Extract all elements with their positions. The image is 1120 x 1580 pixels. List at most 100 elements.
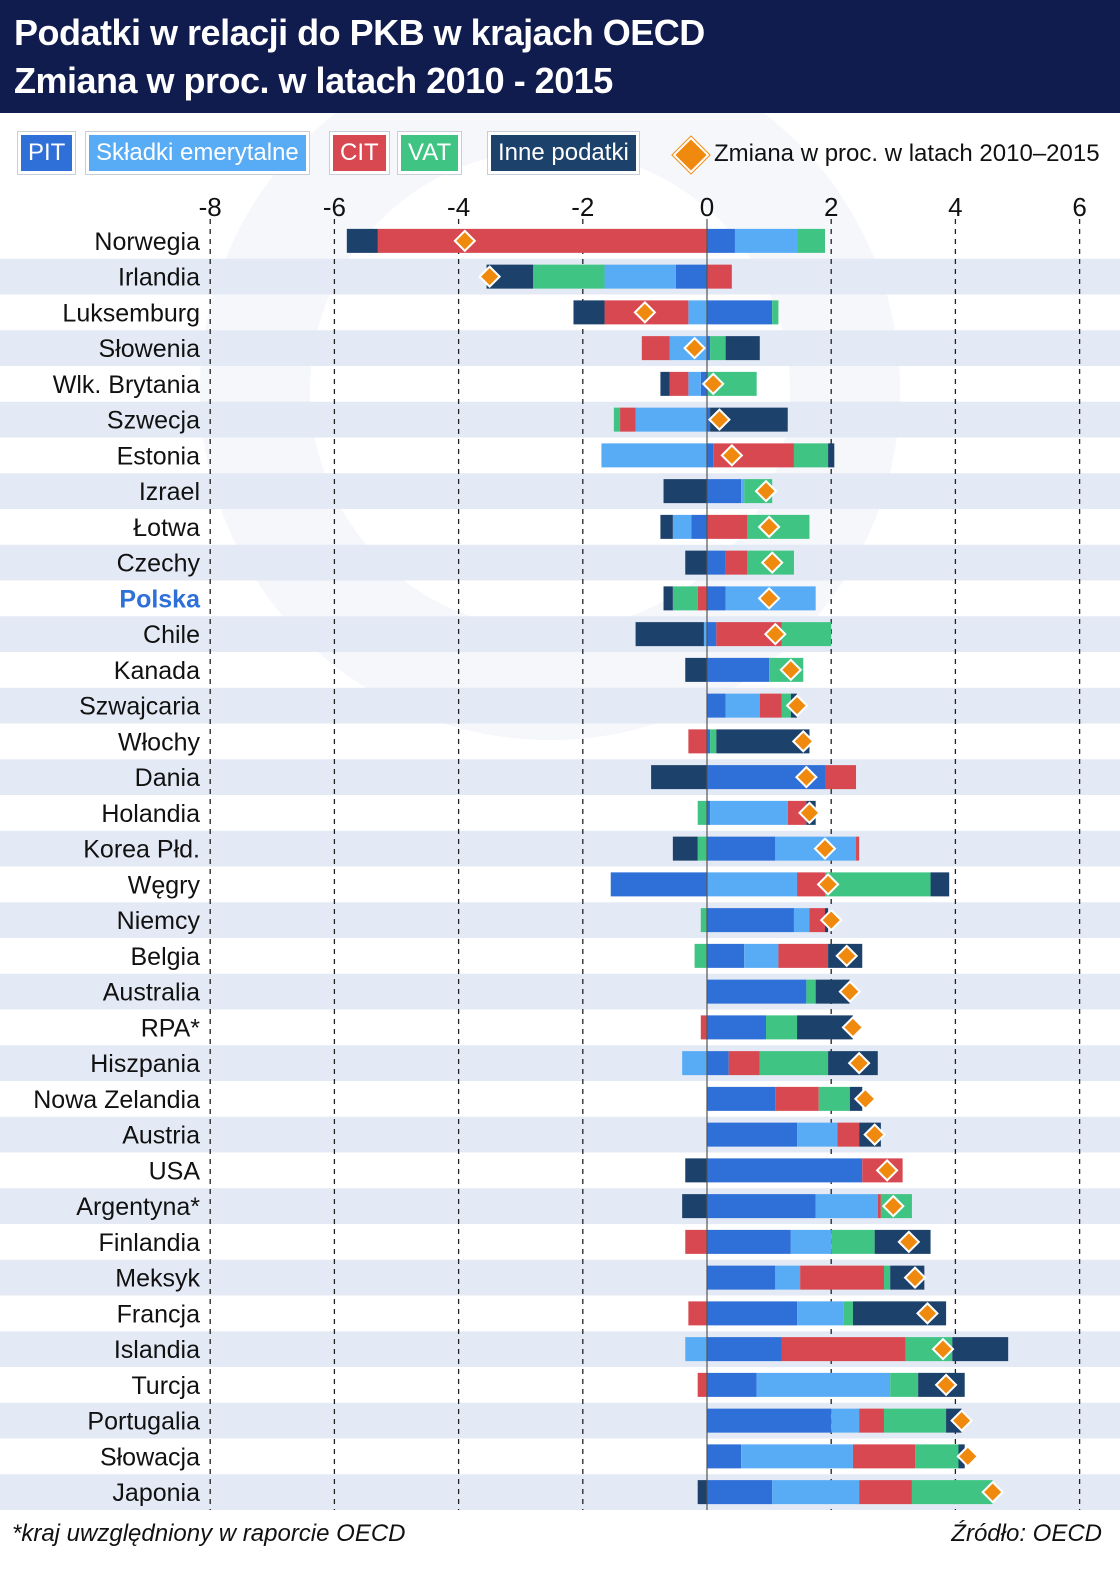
bar-segment-inne-podatki — [682, 1194, 707, 1219]
change-marker-diamond — [763, 622, 787, 646]
bar-segment-pit — [707, 1480, 773, 1505]
bar-segment-składki-emerytalne — [744, 943, 779, 968]
category-label: Islandia — [114, 1336, 200, 1364]
row-stripe — [0, 1188, 1120, 1224]
bar-segment-składki-emerytalne — [703, 622, 707, 647]
x-tick-label: 6 — [1072, 192, 1086, 222]
bar-segment-cit — [859, 1480, 912, 1505]
bar-segment-vat — [843, 1301, 853, 1326]
bar-segment-pit — [707, 550, 726, 575]
bar-segment-pit — [675, 264, 707, 289]
bar-segment-vat — [700, 908, 707, 933]
bar-segment-vat — [772, 300, 779, 325]
bar-segment-pit — [707, 336, 711, 361]
row-stripe — [0, 902, 1120, 938]
bar-segment-pit — [707, 1337, 782, 1362]
bar-segment-vat — [806, 979, 816, 1004]
change-marker-diamond — [981, 1480, 1005, 1504]
bar-segment-cit — [852, 1444, 916, 1469]
bar-segment-cit — [877, 1194, 881, 1219]
bar-segment-inne-podatki — [635, 622, 704, 647]
change-marker-diamond — [841, 1015, 865, 1039]
bar-segment-pit — [707, 228, 735, 253]
bar-segment-składki-emerytalne — [797, 1122, 838, 1147]
bar-segment-pit — [707, 1015, 766, 1040]
bar-segment-pit — [707, 729, 711, 754]
category-label: Norwegia — [94, 228, 200, 256]
category-label: Izrael — [139, 478, 200, 506]
bar-segment-vat — [883, 1408, 947, 1433]
bar-segment-inne-podatki — [952, 1337, 1009, 1362]
bar-segment-vat — [765, 1015, 798, 1040]
change-marker-diamond — [757, 515, 781, 539]
footnote: *kraj uwzględniony w raporcie OECD — [12, 1520, 406, 1547]
legend-item-pit: PIT — [18, 132, 76, 174]
category-label: Portugalia — [87, 1408, 200, 1436]
bar-segment-inne-podatki — [685, 657, 707, 682]
bar-segment-pit — [707, 943, 745, 968]
bar-segment-składki-emerytalne — [793, 908, 810, 933]
bar-segment-składki-emerytalne — [756, 1372, 891, 1397]
bar-segment-składki-emerytalne — [604, 264, 676, 289]
bar-segment-cit — [688, 729, 707, 754]
bar-segment-inne-podatki — [663, 586, 673, 611]
bar-segment-pit — [707, 1051, 729, 1076]
bar-segment-vat — [911, 1480, 993, 1505]
legend: PIT Składki emerytalne CIT VAT Inne poda… — [0, 126, 1120, 180]
category-label: Korea Płd. — [83, 836, 200, 864]
category-label: Kanada — [114, 657, 200, 685]
bar-segment-vat — [710, 336, 726, 361]
bar-segment-składki-emerytalne — [707, 872, 798, 897]
category-label: Argentyna* — [76, 1193, 200, 1221]
category-label: USA — [149, 1157, 201, 1185]
row-stripe — [0, 616, 1120, 652]
legend-item-skladki: Składki emerytalne — [86, 132, 309, 174]
category-label: Meksyk — [115, 1265, 200, 1293]
change-marker-diamond — [478, 265, 502, 289]
bar-segment-cit — [697, 1372, 707, 1397]
bar-segment-cit — [620, 407, 636, 432]
bar-segment-inne-podatki — [660, 514, 673, 539]
bar-segment-pit — [707, 1194, 816, 1219]
change-marker-diamond — [779, 658, 803, 682]
bar-segment-pit — [707, 443, 714, 468]
bar-segment-inne-podatki — [346, 228, 378, 253]
change-marker-diamond — [754, 479, 778, 503]
category-label: Finlandia — [99, 1229, 201, 1257]
row-stripe — [0, 973, 1120, 1010]
bar-segment-inne-podatki — [685, 550, 707, 575]
legend-item-cit: CIT — [330, 132, 389, 174]
row-stripe — [0, 1045, 1120, 1081]
bar-segment-cit — [837, 1122, 860, 1147]
category-label: Hiszpania — [90, 1050, 200, 1078]
bar-segment-vat — [824, 872, 931, 897]
bar-segment-cit — [809, 908, 825, 933]
bar-segment-cit — [377, 228, 707, 253]
bar-segment-vat — [797, 228, 825, 253]
change-marker-diamond — [813, 837, 837, 861]
bar-segment-pit — [707, 1444, 742, 1469]
bar-segment-pit — [707, 1122, 798, 1147]
bar-segment-składki-emerytalne — [775, 1265, 801, 1290]
bar-segment-cit — [728, 1051, 760, 1076]
bar-segment-vat — [694, 943, 707, 968]
category-label: Słowacja — [100, 1443, 200, 1471]
row-stripe — [0, 330, 1120, 366]
bar-segment-pit — [707, 693, 726, 718]
category-label: Węgry — [128, 871, 201, 899]
bar-segment-cit — [700, 1015, 707, 1040]
bar-segment-składki-emerytalne — [734, 228, 798, 253]
change-marker-diamond — [816, 872, 840, 896]
x-tick-label: -6 — [323, 192, 346, 222]
bar-segment-składki-emerytalne — [831, 1408, 860, 1433]
bar-segment-cit — [781, 1337, 906, 1362]
row-stripe — [0, 544, 1120, 581]
bar-segment-cit — [859, 1408, 884, 1433]
bar-segment-cit — [641, 336, 670, 361]
bar-segment-vat — [759, 1051, 829, 1076]
change-marker-diamond — [956, 1444, 980, 1468]
change-marker-diamond — [785, 694, 809, 718]
bar-segment-składki-emerytalne — [672, 514, 692, 539]
change-marker-diamond — [791, 729, 815, 753]
